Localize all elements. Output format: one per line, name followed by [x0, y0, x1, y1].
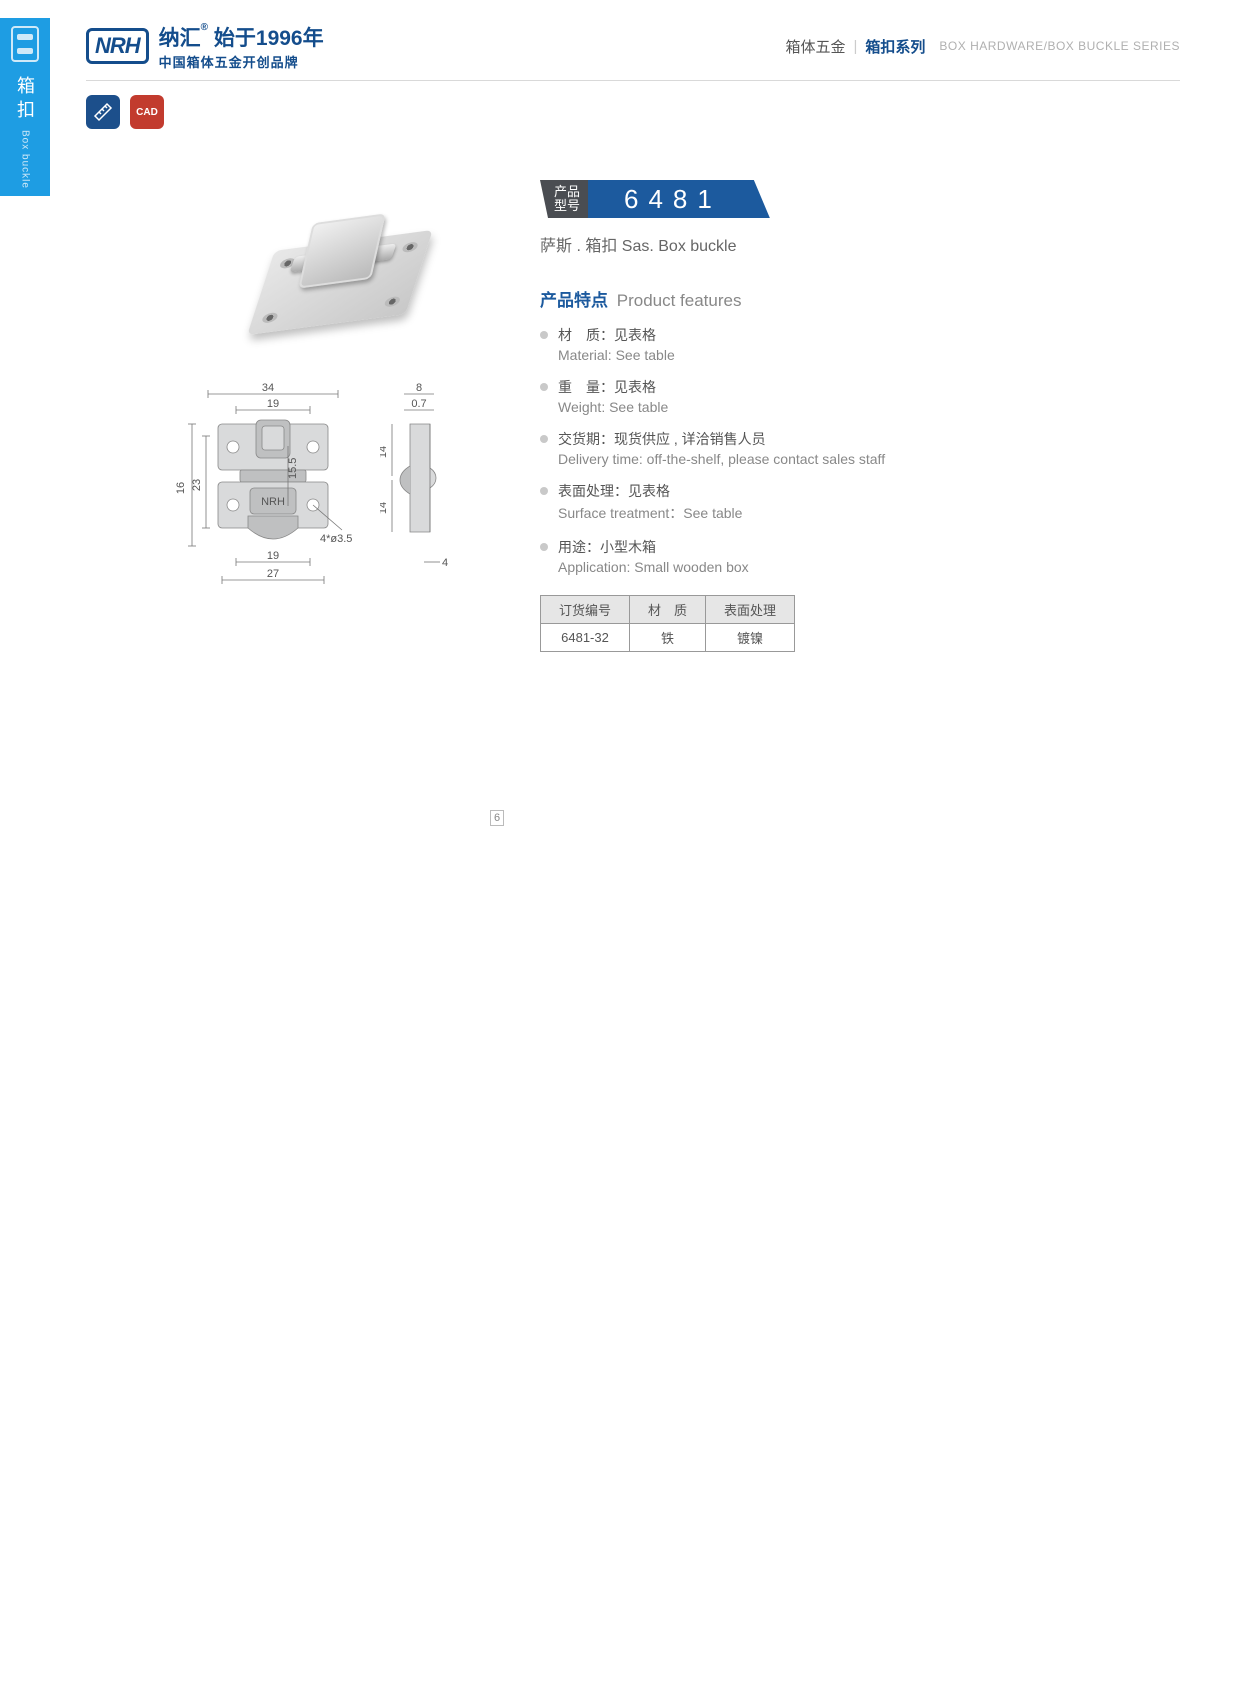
dim-23: 23: [191, 479, 203, 491]
features-title: 产品特点 Product features: [540, 286, 1020, 311]
dim-07: 0.7: [411, 398, 426, 410]
feature-cn: 用途：小型木箱: [558, 537, 1020, 557]
brand-sub: 中国箱体五金开创品牌: [159, 52, 324, 71]
features-title-cn: 产品特点: [540, 291, 608, 310]
header-rule: [86, 80, 1180, 81]
product-render: [235, 180, 435, 350]
feature-en: Weight: See table: [558, 399, 1020, 415]
header-cat-en: BOX HARDWARE/BOX BUCKLE SERIES: [939, 39, 1180, 53]
cad-icon: CAD: [130, 95, 164, 129]
model-row: 产品 型号 6481: [540, 180, 1020, 218]
table-header: 订货编号: [541, 596, 630, 624]
model-label-l2: 型号: [554, 199, 580, 213]
model-label-l1: 产品: [554, 185, 580, 199]
brand-slogan: 始于1996年: [214, 27, 324, 50]
table-header: 材 质: [630, 596, 706, 624]
dim-15-5: 15.5: [287, 458, 299, 479]
dim-27: 27: [267, 568, 279, 580]
side-tab-cn: 箱扣: [12, 76, 38, 124]
table-cell: 镀镍: [706, 624, 795, 652]
table-cell: 6481-32: [541, 624, 630, 652]
table-header-row: 订货编号 材 质 表面处理: [541, 596, 795, 624]
page-header: NRH 纳汇® 始于1996年 中国箱体五金开创品牌 箱体五金 | 箱扣系列 B…: [86, 18, 1180, 74]
feature-cn: 交货期：现货供应 , 详洽销售人员: [558, 429, 1020, 449]
table-header: 表面处理: [706, 596, 795, 624]
spec-table: 订货编号 材 质 表面处理 6481-32 铁 镀镍: [540, 595, 795, 652]
header-right: 箱体五金 | 箱扣系列 BOX HARDWARE/BOX BUCKLE SERI…: [785, 36, 1180, 57]
model-subtitle: 萨斯 . 箱扣 Sas. Box buckle: [540, 232, 1020, 256]
header-divider: |: [853, 38, 857, 55]
header-cat-cn1: 箱体五金: [785, 36, 845, 57]
ruler-icon: [86, 95, 120, 129]
dim-holes: 4*ø3.5: [320, 533, 352, 545]
header-cat-cn2: 箱扣系列: [865, 36, 925, 57]
features-title-en: Product features: [617, 291, 742, 310]
feature-item: 重 量：见表格 Weight: See table: [540, 377, 1020, 415]
brand-cn: 纳汇: [159, 27, 201, 50]
feature-item: 表面处理：见表格 Surface treatment：See table: [540, 481, 1020, 523]
table-cell: 铁: [630, 624, 706, 652]
left-column: 34 19 NRH: [170, 180, 500, 635]
svg-text:NRH: NRH: [261, 496, 285, 508]
page-indicator: 6: [490, 810, 504, 826]
feature-en: Delivery time: off-the-shelf, please con…: [558, 451, 1020, 467]
side-tab-icon: [11, 26, 39, 62]
model-number: 6481: [588, 180, 770, 218]
dim-19b: 19: [267, 550, 279, 562]
feature-item: 材 质：见表格 Material: See table: [540, 325, 1020, 363]
logo-mark: NRH: [86, 28, 149, 64]
logo-block: NRH 纳汇® 始于1996年 中国箱体五金开创品牌: [86, 22, 324, 71]
logo-text: 纳汇® 始于1996年 中国箱体五金开创品牌: [159, 22, 324, 71]
technical-drawings: 34 19 NRH: [170, 380, 500, 635]
dim-4: 4: [442, 557, 448, 569]
feature-item: 用途：小型木箱 Application: Small wooden box: [540, 537, 1020, 575]
feature-item: 交货期：现货供应 , 详洽销售人员 Delivery time: off-the…: [540, 429, 1020, 467]
dim-8: 8: [416, 382, 422, 394]
feature-cn: 表面处理：见表格: [558, 481, 1020, 501]
features-list: 材 质：见表格 Material: See table 重 量：见表格 Weig…: [540, 325, 1020, 575]
dim-16: 16: [175, 482, 187, 494]
feature-en: Material: See table: [558, 347, 1020, 363]
right-column: 产品 型号 6481 萨斯 . 箱扣 Sas. Box buckle 产品特点 …: [540, 180, 1020, 652]
dim-34: 34: [262, 382, 274, 394]
feature-cn: 重 量：见表格: [558, 377, 1020, 397]
side-tab-en: Box buckle: [20, 130, 31, 189]
dim-14b: 14: [380, 502, 389, 514]
drawing-side: 8 0.7 14 14 4: [380, 380, 450, 635]
side-tab: 箱扣 Box buckle: [0, 18, 50, 196]
feature-cn: 材 质：见表格: [558, 325, 1020, 345]
feature-en: Application: Small wooden box: [558, 559, 1020, 575]
badge-row: CAD: [86, 95, 164, 129]
drawing-front: 34 19 NRH: [170, 380, 340, 635]
dim-14a: 14: [380, 446, 389, 458]
table-row: 6481-32 铁 镀镍: [541, 624, 795, 652]
model-label: 产品 型号: [540, 180, 590, 218]
feature-en: Surface treatment：See table: [558, 503, 1020, 523]
dim-19t: 19: [267, 398, 279, 410]
